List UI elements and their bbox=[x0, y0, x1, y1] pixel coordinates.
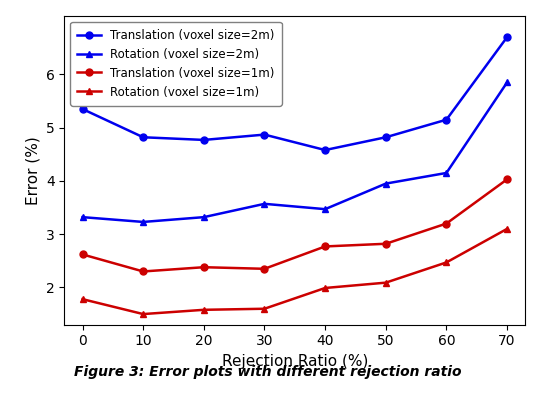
Rotation (voxel size=1m) bbox=[322, 286, 329, 290]
Translation (voxel size=2m) bbox=[200, 137, 207, 142]
Translation (voxel size=2m) bbox=[140, 135, 146, 140]
Translation (voxel size=2m) bbox=[261, 132, 267, 137]
Rotation (voxel size=1m) bbox=[200, 307, 207, 312]
Rotation (voxel size=1m) bbox=[504, 227, 510, 231]
Translation (voxel size=1m) bbox=[140, 269, 146, 274]
Y-axis label: Error (%): Error (%) bbox=[25, 136, 40, 205]
Line: Rotation (voxel size=1m): Rotation (voxel size=1m) bbox=[79, 225, 511, 318]
Legend: Translation (voxel size=2m), Rotation (voxel size=2m), Translation (voxel size=1: Translation (voxel size=2m), Rotation (v… bbox=[70, 22, 282, 106]
Rotation (voxel size=2m) bbox=[383, 181, 389, 186]
Rotation (voxel size=2m) bbox=[322, 207, 329, 211]
Line: Rotation (voxel size=2m): Rotation (voxel size=2m) bbox=[79, 79, 511, 225]
Rotation (voxel size=2m) bbox=[443, 171, 450, 175]
Translation (voxel size=2m) bbox=[79, 107, 86, 111]
Translation (voxel size=2m) bbox=[383, 135, 389, 140]
Rotation (voxel size=2m) bbox=[261, 202, 267, 206]
Translation (voxel size=2m) bbox=[443, 117, 450, 122]
Translation (voxel size=1m) bbox=[261, 267, 267, 271]
Translation (voxel size=1m) bbox=[383, 242, 389, 246]
Rotation (voxel size=2m) bbox=[140, 219, 146, 224]
Rotation (voxel size=2m) bbox=[200, 215, 207, 219]
Rotation (voxel size=1m) bbox=[140, 312, 146, 316]
Line: Translation (voxel size=1m): Translation (voxel size=1m) bbox=[79, 176, 511, 275]
Rotation (voxel size=1m) bbox=[79, 297, 86, 301]
Translation (voxel size=1m) bbox=[200, 265, 207, 270]
Rotation (voxel size=1m) bbox=[443, 260, 450, 265]
Rotation (voxel size=1m) bbox=[383, 280, 389, 285]
Translation (voxel size=2m) bbox=[322, 148, 329, 152]
Translation (voxel size=1m) bbox=[504, 177, 510, 182]
Translation (voxel size=2m) bbox=[504, 35, 510, 40]
Rotation (voxel size=1m) bbox=[261, 307, 267, 311]
Text: Figure 3: Error plots with different rejection ratio: Figure 3: Error plots with different rej… bbox=[75, 365, 461, 379]
Translation (voxel size=1m) bbox=[79, 252, 86, 257]
Rotation (voxel size=2m) bbox=[79, 215, 86, 219]
Translation (voxel size=1m) bbox=[443, 221, 450, 226]
Rotation (voxel size=2m) bbox=[504, 80, 510, 85]
Translation (voxel size=1m) bbox=[322, 244, 329, 249]
Line: Translation (voxel size=2m): Translation (voxel size=2m) bbox=[79, 34, 511, 154]
X-axis label: Rejection Ratio (%): Rejection Ratio (%) bbox=[221, 354, 368, 369]
